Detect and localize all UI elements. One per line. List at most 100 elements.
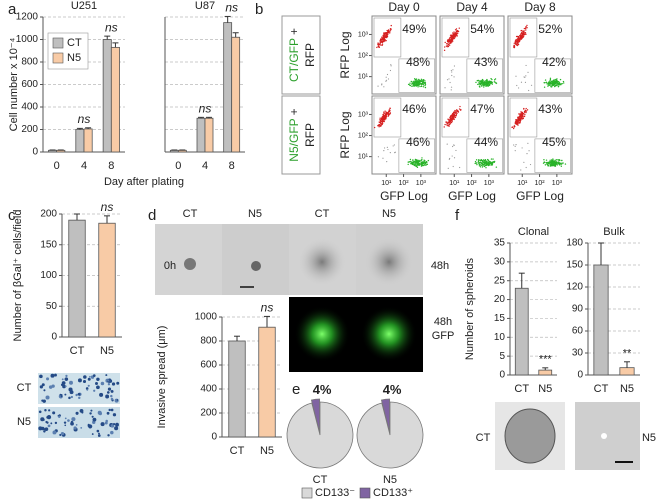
cell-dot	[407, 163, 409, 166]
cell-dot	[475, 162, 478, 164]
cell-dot	[449, 81, 451, 84]
cell-dot	[517, 43, 520, 46]
cell-dot	[525, 29, 527, 31]
cell-dot	[454, 29, 457, 31]
cell-dot	[544, 79, 547, 81]
cell-dot	[517, 36, 520, 39]
cell-dot	[424, 84, 426, 87]
cell-dot	[483, 83, 485, 85]
cell-dot	[485, 163, 488, 166]
cell-dot	[480, 84, 482, 86]
cell-dot	[518, 41, 521, 43]
cell-dot	[448, 40, 450, 42]
cell-dot	[389, 32, 391, 34]
panel-label: a	[8, 1, 17, 18]
row-label-box	[281, 95, 321, 175]
row-label: CT/GFP +	[287, 28, 301, 82]
stain-dot	[61, 381, 66, 385]
gate	[441, 97, 470, 138]
cell-dot	[390, 64, 392, 66]
cell-dot	[485, 161, 487, 164]
cell-dot	[553, 85, 556, 88]
cell-dot	[547, 84, 550, 86]
bar	[619, 367, 635, 376]
image	[575, 402, 640, 470]
cell-dot	[526, 24, 528, 27]
cell-dot	[381, 84, 383, 86]
cell-dot	[376, 46, 378, 49]
stain-dot	[60, 395, 63, 398]
cell-dot	[417, 86, 419, 88]
cell-dot	[384, 110, 386, 112]
cell-dot	[446, 121, 448, 123]
cell-dot	[379, 42, 381, 45]
cell-dot	[562, 162, 564, 165]
cell-dot	[478, 82, 480, 84]
cell-dot	[448, 43, 450, 45]
stain-dot	[81, 411, 84, 414]
stain-dot	[116, 381, 120, 385]
cell-dot	[520, 118, 522, 121]
cell-dot	[444, 87, 446, 89]
row-label-part: N5/GFP	[287, 118, 301, 161]
y-axis-label: Invasive spread (μm)	[156, 326, 168, 429]
cell-dot	[481, 166, 484, 168]
cell-dot	[451, 71, 453, 73]
gfp-percent: 42%	[542, 55, 566, 69]
cell-dot	[553, 80, 555, 82]
stain-label: CT	[17, 382, 32, 394]
y-tick-label: 10³	[358, 31, 369, 38]
cell-dot	[420, 159, 423, 161]
cell-dot	[489, 162, 492, 164]
cell-dot	[385, 118, 387, 120]
cell-dot	[453, 34, 455, 36]
cell-dot	[549, 77, 552, 80]
cell-dot	[525, 75, 527, 77]
cell-dot	[546, 163, 549, 166]
pie-title: CT	[313, 474, 328, 486]
cell-dot	[516, 121, 518, 124]
stain-dot	[89, 412, 92, 415]
stain-dot	[69, 380, 73, 385]
cell-dot	[495, 166, 498, 168]
x-tick-label: 10³	[416, 180, 427, 187]
stain-dot	[86, 388, 89, 391]
stain-dot	[91, 415, 94, 418]
cell-dot	[450, 89, 452, 91]
cell-dot	[424, 161, 426, 164]
cell-dot	[421, 157, 423, 159]
cell-dot	[493, 160, 496, 163]
cell-dot	[488, 161, 491, 163]
stain-dot	[87, 384, 90, 387]
stain-dot	[46, 421, 49, 424]
y-tick-label: 200	[40, 209, 57, 220]
chart-title: U251	[71, 0, 97, 12]
annotation: ns	[199, 102, 212, 116]
cell-dot	[521, 32, 523, 35]
cell-dot	[422, 81, 424, 83]
cell-dot	[480, 79, 482, 82]
cell-dot	[524, 27, 527, 30]
cell-dot	[483, 84, 486, 86]
cell-dot	[407, 83, 410, 86]
spheroid	[251, 261, 261, 271]
gfp-label: 48h	[434, 316, 452, 328]
stain-dot	[105, 374, 108, 377]
cell-dot	[525, 64, 527, 67]
cell-dot	[411, 85, 413, 87]
cell-dot	[380, 121, 382, 123]
x-tick-label: N5	[538, 383, 552, 395]
x-tick-label: N5	[620, 383, 634, 395]
stain-dot	[100, 422, 105, 427]
stain-dot	[91, 433, 94, 435]
time-label: 48h	[431, 260, 449, 272]
cell-dot	[449, 115, 452, 118]
cell-dot	[485, 167, 487, 169]
cell-dot	[415, 165, 417, 167]
cell-dot	[453, 144, 455, 146]
y-tick-label: 800	[200, 336, 217, 347]
cell-dot	[479, 166, 482, 168]
cell-dot	[547, 85, 549, 87]
stain-dot	[42, 418, 45, 421]
x-tick-label: CT	[594, 383, 609, 395]
